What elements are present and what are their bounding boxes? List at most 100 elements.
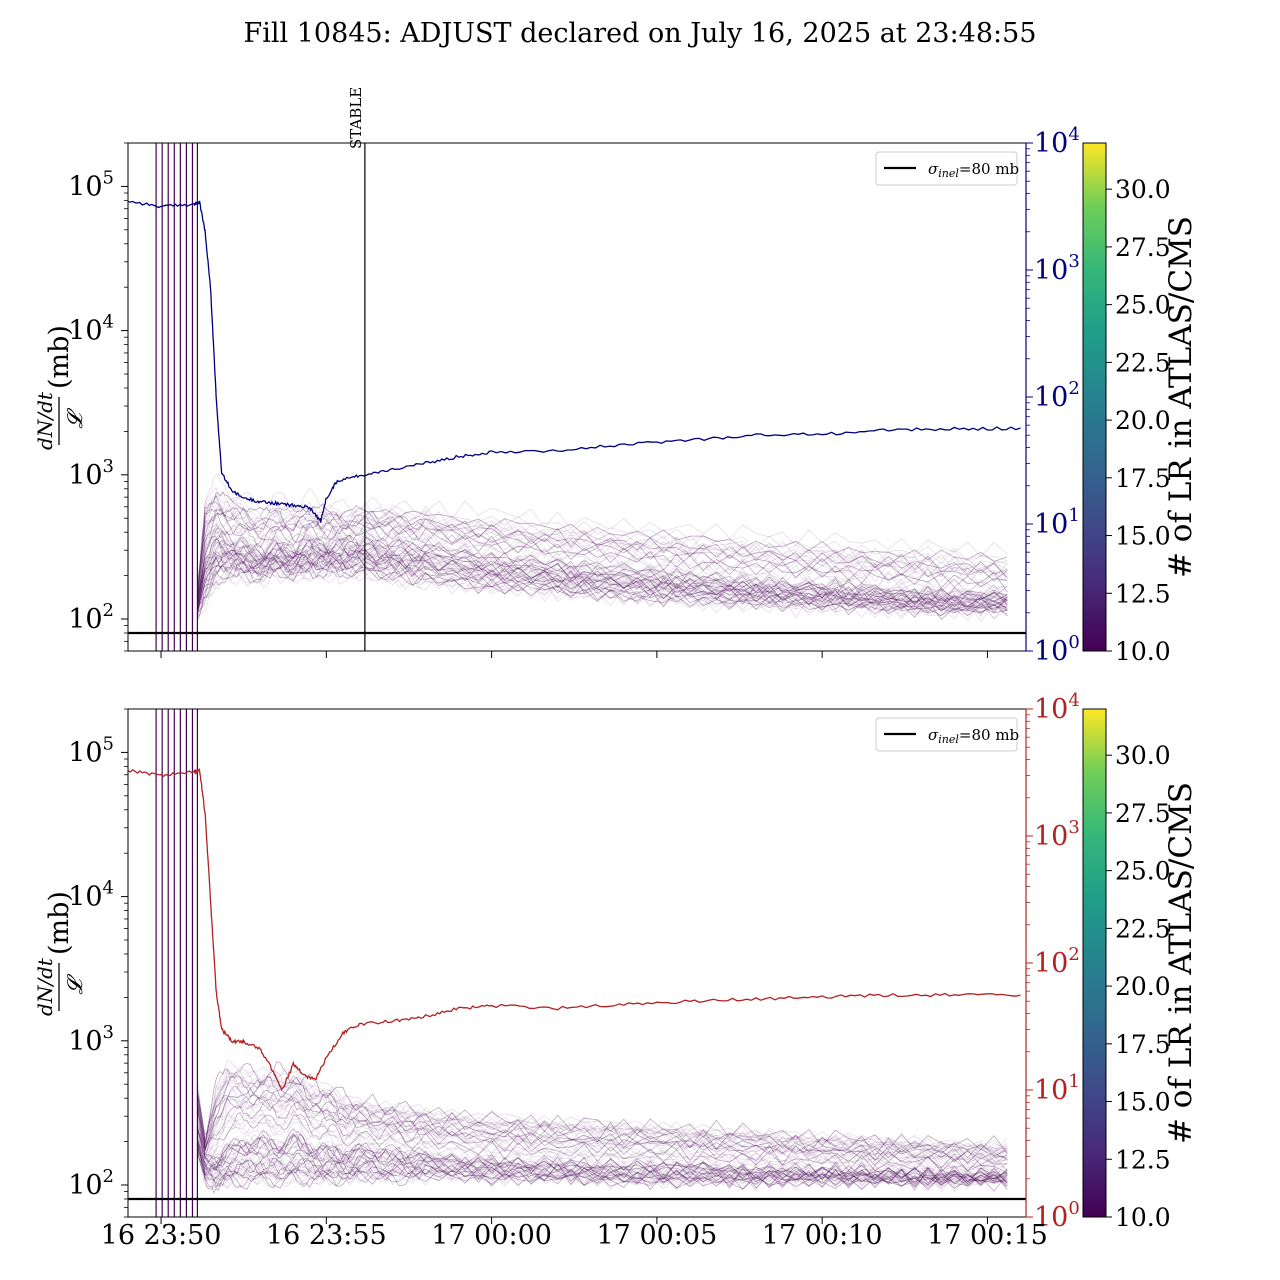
lr-trace: [197, 1143, 1008, 1190]
right-y-tick-exponent: 2: [1068, 944, 1079, 965]
right-y-tick-label: 101: [1034, 1071, 1080, 1106]
lr-trace: [197, 541, 1008, 608]
lr-trace: [197, 1093, 1008, 1164]
colorbar-tick-label: 20.0: [1115, 972, 1171, 1001]
lr-trace: [197, 552, 1008, 611]
lr-trace: [197, 501, 1008, 589]
right-y-tick-base: 10: [1034, 1202, 1068, 1233]
right-y-tick-label: 101: [1034, 505, 1080, 540]
lr-trace: [197, 1072, 1008, 1154]
lr-trace: [197, 508, 1008, 604]
legend-text: =80 mb: [959, 160, 1019, 178]
lr-trace: [197, 1087, 1008, 1161]
colorbar-tick-label: 25.0: [1115, 291, 1171, 320]
y-tick-base: 10: [68, 316, 102, 347]
lr-trace: [197, 1141, 1008, 1186]
lr-trace: [197, 549, 1008, 613]
y-tick-label: 105: [68, 733, 114, 768]
lr-trace: [197, 491, 1008, 587]
colorbar-tick-label: 27.5: [1115, 233, 1171, 262]
colorbar-tick-label: 12.5: [1115, 579, 1171, 608]
right-y-tick-exponent: 3: [1068, 251, 1079, 272]
lr-trace: [197, 537, 1008, 611]
lr-trace: [197, 1127, 1008, 1180]
lr-trace: [197, 547, 1008, 610]
y-label-unit: (mb): [44, 891, 75, 955]
lr-trace: [197, 523, 1008, 608]
bottom-colorbar: 10.0 12.5 15.0 17.5 20.0 22.5 25.0 27.5 30.0 # of…: [1082, 708, 1199, 1232]
lr-trace: [197, 550, 1008, 614]
lr-trace: [197, 556, 1008, 614]
lr-trace: [197, 549, 1008, 611]
lr-trace: [197, 1139, 1008, 1186]
lr-trace: [197, 528, 1008, 607]
secondary-series-line: [128, 200, 1021, 523]
lr-trace: [197, 1132, 1008, 1187]
right-y-tick-base: 10: [1034, 821, 1068, 852]
lr-trace: [197, 542, 1008, 605]
lr-trace: [197, 1068, 1008, 1155]
y-label-denominator: 𝓛: [63, 408, 87, 429]
lr-trace: [197, 546, 1008, 614]
colorbar-gradient: [1082, 708, 1107, 1218]
lr-trace: [197, 1138, 1008, 1184]
y-tick-base: 10: [68, 1170, 102, 1201]
right-y-tick-base: 10: [1034, 509, 1068, 540]
lr-trace: [197, 550, 1008, 617]
right-y-tick-exponent: 4: [1068, 690, 1079, 711]
lr-trace: [197, 1069, 1008, 1155]
colorbar-tick-label: 22.5: [1115, 914, 1171, 943]
plot-area: [128, 143, 1026, 651]
lr-trace: [197, 1127, 1008, 1184]
legend-box: [875, 151, 1018, 186]
y-label-denominator: 𝓛: [63, 974, 87, 995]
x-tick-label: 16 23:55: [266, 1220, 387, 1251]
right-y-tick-base: 10: [1034, 382, 1068, 413]
y-tick-base: 10: [68, 882, 102, 913]
lr-trace: [197, 539, 1008, 608]
lr-trace: [197, 501, 1008, 606]
y-tick-base: 10: [68, 737, 102, 768]
lr-trace: [197, 544, 1008, 612]
colorbar-tick-label: 27.5: [1115, 799, 1171, 828]
legend: σinel=80 mb: [875, 717, 1019, 752]
lr-trace: [197, 1151, 1008, 1191]
stable-marker-label: STABLE: [347, 87, 365, 149]
y-tick-exponent: 2: [103, 600, 114, 621]
y-tick-base: 10: [68, 1026, 102, 1057]
lr-trace: [197, 556, 1008, 612]
lr-trace: [197, 1072, 1008, 1153]
right-y-tick-exponent: 3: [1068, 817, 1079, 838]
lr-trace: [197, 1128, 1008, 1183]
lr-trace: [197, 492, 1008, 590]
right-y-tick-base: 10: [1034, 1075, 1068, 1106]
x-tick-label: 17 00:15: [927, 1220, 1048, 1251]
lr-trace: [197, 1140, 1008, 1185]
lr-trace: [197, 559, 1008, 621]
lr-trace: [197, 538, 1008, 614]
figure-title: Fill 10845: ADJUST declared on July 16, …: [243, 18, 1037, 49]
right-y-tick-base: 10: [1034, 636, 1068, 667]
lr-trace: [197, 1145, 1008, 1189]
y-tick-label: 105: [68, 167, 114, 202]
right-y-tick-base: 10: [1034, 128, 1068, 159]
lr-trace: [197, 523, 1008, 598]
colorbar-tick-label: 25.0: [1115, 857, 1171, 886]
legend-symbol: σ: [928, 726, 939, 744]
lr-trace: [197, 550, 1008, 613]
lr-trace: [197, 1060, 1008, 1152]
lr-trace: [197, 1133, 1008, 1184]
lr-trace: [197, 1148, 1008, 1187]
lr-trace: [197, 1071, 1008, 1150]
right-y-tick-exponent: 0: [1068, 632, 1079, 653]
lr-trace: [197, 548, 1008, 612]
lr-trace: [197, 1138, 1008, 1187]
colorbar-tick-label: 30.0: [1115, 741, 1171, 770]
colorbar-tick-label: 15.0: [1115, 1088, 1171, 1117]
lr-trace: [197, 525, 1008, 611]
y-tick-label: 102: [68, 600, 114, 635]
lr-trace: [197, 511, 1008, 600]
lr-trace: [197, 486, 1008, 594]
lr-trace: [197, 538, 1008, 607]
